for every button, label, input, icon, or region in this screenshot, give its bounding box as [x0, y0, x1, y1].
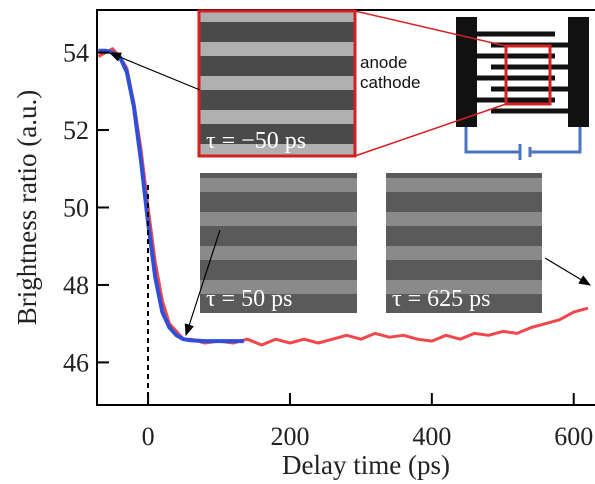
inset-label: τ = 625 ps [392, 286, 491, 312]
y-tick-label: 46 [63, 348, 89, 377]
x-tick-label: 400 [412, 422, 451, 451]
y-tick-label: 52 [63, 116, 89, 145]
x-axis-label: Delay time (ps) [282, 450, 450, 480]
inset-image [197, 9, 357, 158]
y-tick-label: 50 [63, 194, 89, 223]
inset-image [386, 173, 542, 313]
x-tick-label: 0 [142, 422, 155, 451]
x-tick-label: 600 [554, 422, 593, 451]
y-axis-label: Brightness ratio (a.u.) [12, 90, 42, 325]
label: anode [360, 53, 407, 72]
label: cathode [360, 73, 421, 92]
y-tick-label: 48 [63, 271, 89, 300]
inset-label: τ = −50 ps [206, 128, 306, 154]
inset-label: τ = 50 ps [206, 286, 293, 312]
y-tick-label: 54 [63, 39, 89, 68]
axes: 0 200 400 600 46 48 50 52 54 Delay time (ps) Brigh… [12, 9, 595, 480]
arrows [108, 52, 592, 337]
x-tick-label: 200 [270, 422, 309, 451]
inset-image [200, 173, 357, 313]
schematic [354, 10, 589, 160]
